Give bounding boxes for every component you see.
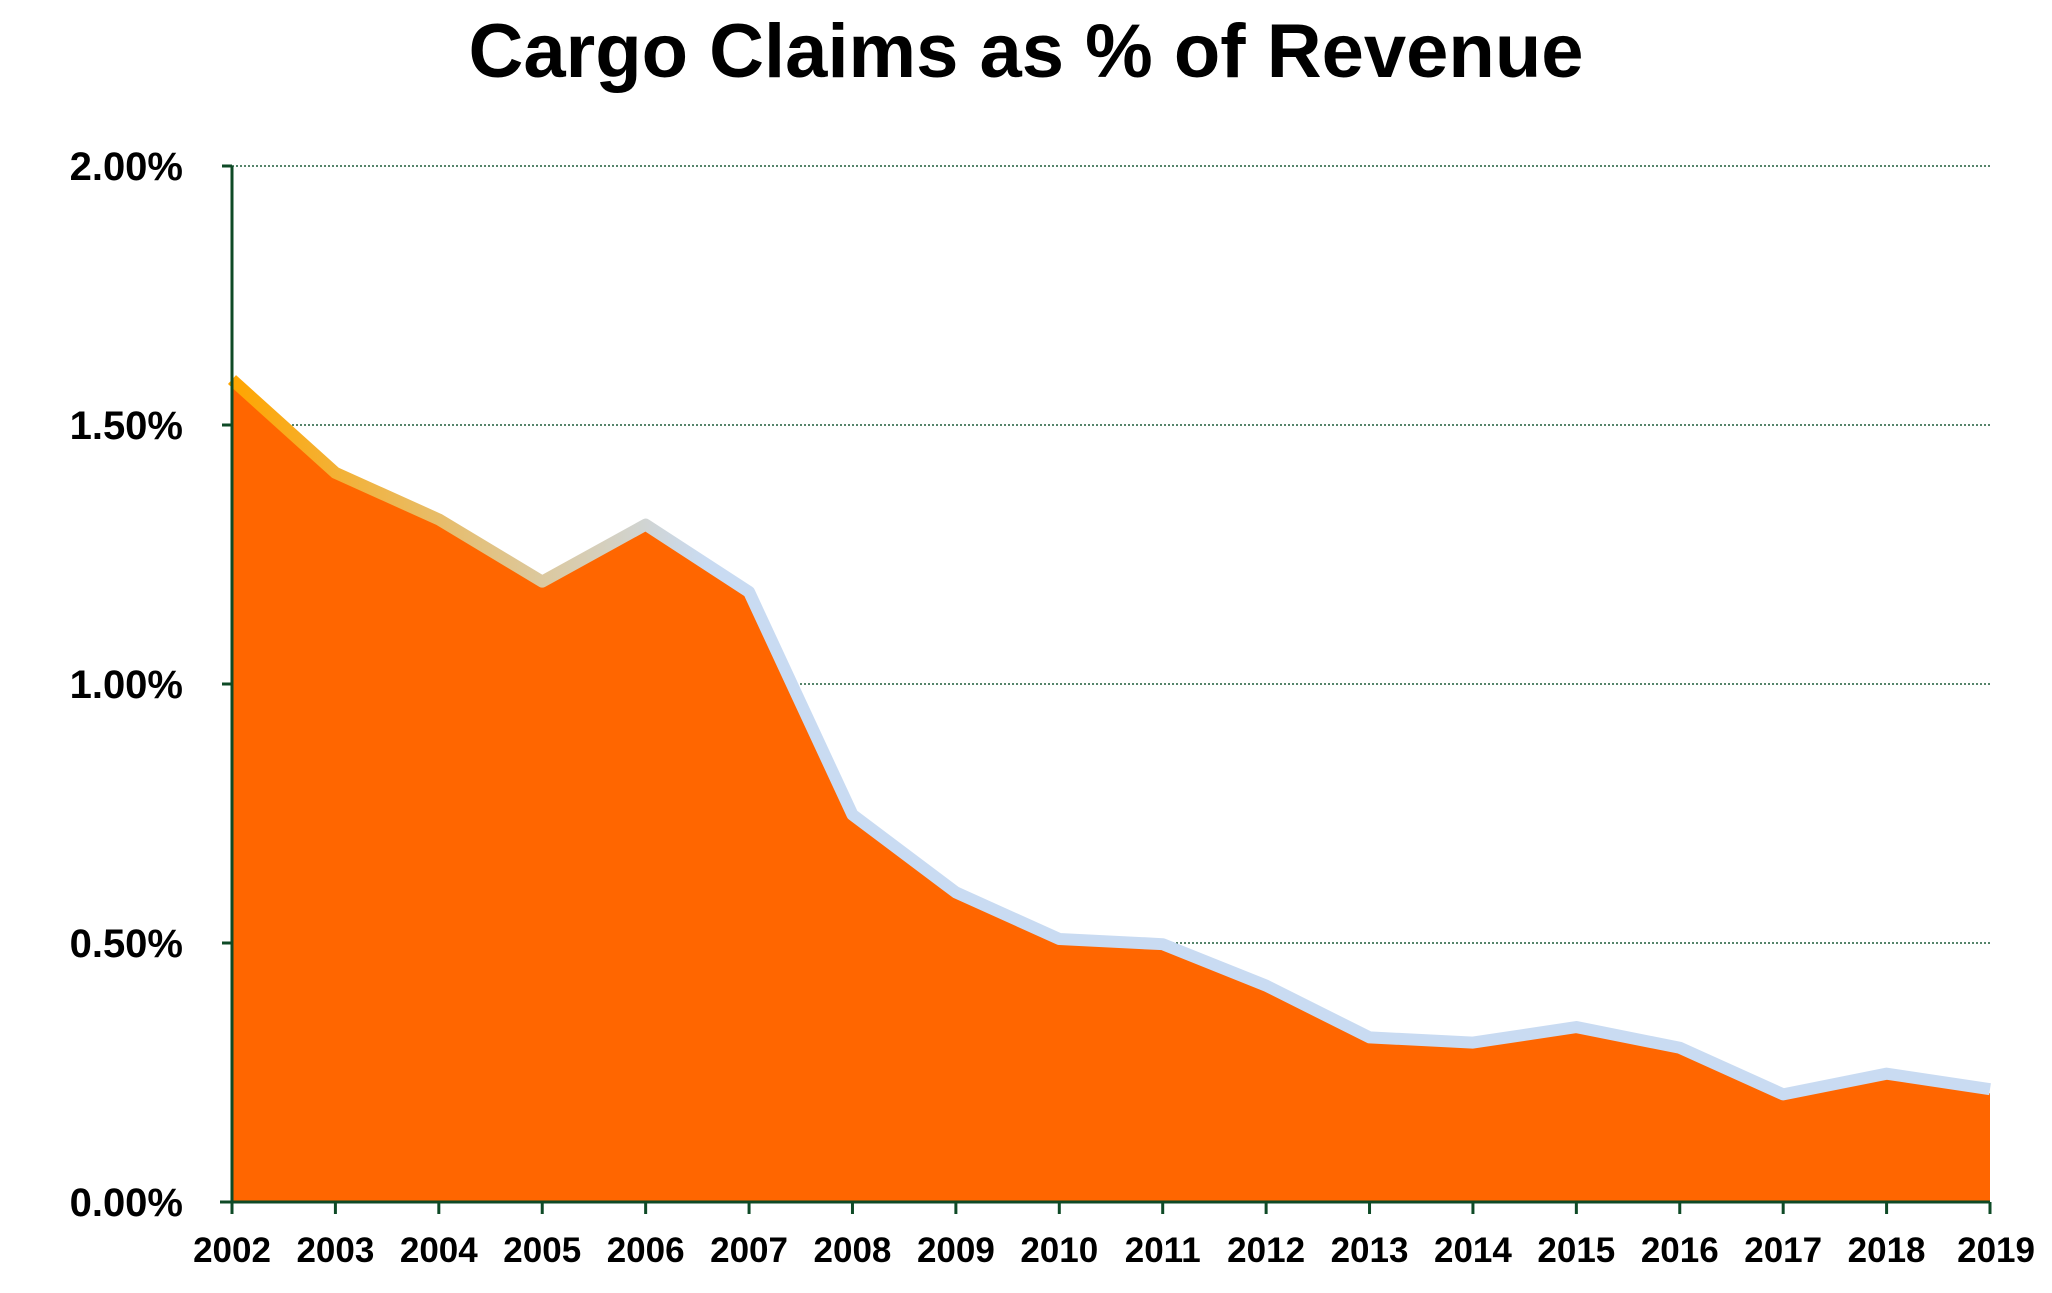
x-tick-label: 2004: [400, 1231, 478, 1270]
x-tick-label: 2014: [1434, 1231, 1512, 1270]
x-tick-label: 2013: [1331, 1231, 1409, 1270]
area-fill: [232, 383, 1990, 1202]
axes: [220, 164, 1992, 1214]
x-tick-label: 2017: [1744, 1231, 1822, 1270]
x-tick-label: 2006: [607, 1231, 685, 1270]
y-tick-label: 0.00%: [70, 1181, 183, 1225]
x-tick-label: 2016: [1641, 1231, 1719, 1270]
x-tick-label: 2018: [1848, 1231, 1926, 1270]
y-tick-label: 2.00%: [70, 145, 183, 189]
y-tick-labels: 0.00% 0.50% 1.00% 1.50% 2.00%: [70, 145, 183, 1225]
x-tick-label: 2007: [710, 1231, 788, 1270]
x-tick-label: 2010: [1020, 1231, 1098, 1270]
x-tick-labels: 2002 2003 2004 2005 2006 2007 2008 2009 2010 2011…: [193, 1231, 2035, 1270]
x-tick-label: 2005: [503, 1231, 581, 1270]
x-tick-label: 2009: [917, 1231, 995, 1270]
y-tick-label: 1.50%: [70, 404, 183, 448]
x-tick-label: 2002: [193, 1231, 271, 1270]
chart-title: Cargo Claims as % of Revenue: [468, 9, 1584, 94]
area-series: [227, 375, 1991, 1202]
series-line: [227, 375, 1991, 1101]
x-tick-label: 2003: [296, 1231, 374, 1270]
x-tick-label: 2015: [1537, 1231, 1615, 1270]
y-tick-label: 0.50%: [70, 922, 183, 966]
x-tick-label: 2011: [1125, 1231, 1201, 1270]
y-tick-label: 1.00%: [70, 663, 183, 707]
x-tick-label: 2012: [1227, 1231, 1305, 1270]
x-tick-label: 2008: [814, 1231, 892, 1270]
x-tick-label: 2019: [1957, 1231, 2035, 1270]
